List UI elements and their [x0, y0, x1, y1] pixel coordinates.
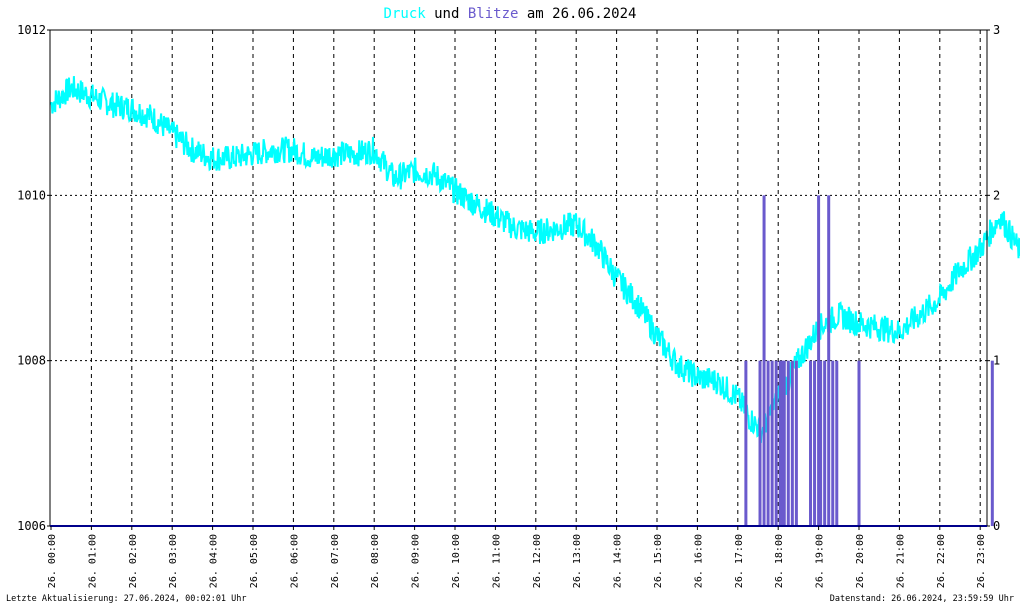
- y-left-tick-label: 1008: [17, 354, 46, 368]
- lightning-bar: [790, 360, 794, 526]
- grid: [50, 30, 987, 526]
- x-tick-label: 26. 02:00: [128, 534, 139, 588]
- y-right-tick-label: 3: [993, 23, 1000, 37]
- lightning-bar: [831, 360, 835, 526]
- chart-title: Druck und Blitze am 26.06.2024: [384, 6, 637, 22]
- x-tick-label: 26. 04:00: [209, 534, 220, 588]
- title-date: am 26.06.2024: [518, 6, 636, 22]
- x-ticks: 26. 00:00 26. 01:00 26. 02:00 26. 03:00 26. …: [47, 526, 987, 588]
- y-left-tick-label: 1010: [17, 188, 46, 202]
- lightning-bar: [794, 360, 798, 526]
- y-right-tick-label: 2: [993, 188, 1000, 202]
- lightning-bar: [762, 195, 766, 527]
- x-tick-label: 26. 22:00: [936, 534, 947, 588]
- lightning-bar: [857, 360, 861, 526]
- x-tick-label: 26. 17:00: [734, 534, 745, 588]
- lightning-bar: [766, 360, 770, 526]
- lightning-bar: [780, 360, 784, 526]
- x-tick-label: 26. 12:00: [532, 534, 543, 588]
- x-tick-label: 26. 19:00: [815, 534, 826, 588]
- lightning-bar: [823, 360, 827, 526]
- plot-frame: [49, 29, 988, 527]
- x-tick-label: 26. 23:00: [976, 534, 987, 588]
- x-tick-label: 26. 01:00: [87, 534, 98, 588]
- title-und: und: [426, 6, 468, 22]
- y-left-tick-label: 1006: [17, 519, 46, 533]
- x-tick-label: 26. 07:00: [330, 534, 341, 588]
- lightning-bar: [813, 360, 817, 526]
- lightning-bar: [774, 360, 778, 526]
- lightning-bar: [835, 360, 839, 526]
- pressure-series: [50, 76, 1020, 443]
- lightning-bar: [809, 360, 813, 526]
- x-tick-label: 26. 16:00: [693, 534, 704, 588]
- lightning-bar: [744, 360, 748, 526]
- lightning-bar: [786, 360, 790, 526]
- x-tick-label: 26. 03:00: [168, 534, 179, 588]
- x-tick-label: 26. 14:00: [613, 534, 624, 588]
- x-tick-label: 26. 20:00: [855, 534, 866, 588]
- x-tick-label: 26. 06:00: [289, 534, 300, 588]
- lightning-bar: [827, 195, 831, 527]
- x-tick-label: 26. 05:00: [249, 534, 260, 588]
- lightning-bar: [990, 360, 994, 526]
- footer-data-status: Datenstand: 26.06.2024, 23:59:59 Uhr: [830, 594, 1014, 604]
- y-left-tick-label: 1012: [17, 23, 46, 37]
- x-tick-label: 26. 15:00: [653, 534, 664, 588]
- lightning-bar: [778, 360, 782, 526]
- x-tick-label: 26. 00:00: [47, 534, 58, 588]
- x-tick-label: 26. 09:00: [411, 534, 422, 588]
- x-tick-label: 26. 08:00: [370, 534, 381, 588]
- lightning-bar: [758, 360, 762, 526]
- x-tick-label: 26. 18:00: [774, 534, 785, 588]
- x-tick-label: 26. 11:00: [491, 534, 502, 588]
- title-blitze: Blitze: [468, 6, 519, 22]
- y-right-tick-label: 0: [993, 519, 1000, 533]
- pressure-line: [50, 76, 1020, 443]
- lightning-bar: [819, 360, 823, 526]
- footer-last-update: Letzte Aktualisierung: 27.06.2024, 00:02…: [6, 594, 247, 604]
- x-tick-label: 26. 10:00: [451, 534, 462, 588]
- lightning-bar: [770, 360, 774, 526]
- lightning-series: [744, 195, 994, 527]
- x-tick-label: 26. 13:00: [572, 534, 583, 588]
- y-right-tick-label: 1: [993, 354, 1000, 368]
- x-tick-label: 26. 21:00: [895, 534, 906, 588]
- lightning-bar: [817, 195, 821, 527]
- y-right-ticks: 0 1 2 3: [987, 23, 1000, 533]
- y-left-ticks: 1006 1008 1010 1012: [17, 23, 50, 533]
- title-druck: Druck: [384, 6, 427, 22]
- lightning-bar: [782, 360, 786, 526]
